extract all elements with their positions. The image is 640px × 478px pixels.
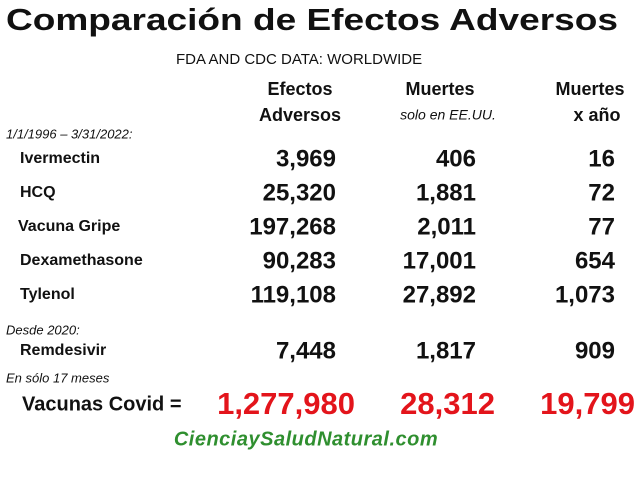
header: Muertes	[405, 79, 474, 99]
section-label: En sólo 17 meses	[6, 370, 110, 385]
header: Adversos	[259, 105, 341, 125]
cell-value: 2,011	[417, 213, 476, 240]
row-name: HCQ	[20, 184, 56, 201]
cell-value: 17,001	[403, 247, 476, 274]
cell-value: 16	[588, 145, 615, 172]
cell-value: 654	[575, 247, 616, 274]
row-name: Tylenol	[20, 286, 75, 303]
cell-value: 1,881	[416, 179, 476, 206]
cell-value: 72	[588, 179, 615, 206]
cell-value: 406	[436, 145, 476, 172]
cell-value: 19,799	[540, 386, 635, 421]
header: Muertes	[555, 79, 624, 99]
cell-value: 197,268	[249, 213, 336, 240]
cell-value: 7,448	[276, 337, 336, 364]
cell-value: 1,073	[555, 281, 615, 308]
row-name: Ivermectin	[20, 150, 100, 167]
title: Comparación de Efectos Adversos	[6, 2, 618, 37]
section-label: 1/1/1996 – 3/31/2022:	[6, 126, 133, 141]
row-name: Remdesivir	[20, 342, 106, 359]
cell-value: 25,320	[263, 179, 336, 206]
cell-value: 77	[588, 213, 615, 240]
header: Efectos	[267, 79, 332, 99]
footer: CienciaySaludNatural.com	[174, 428, 438, 450]
header: solo en EE.UU.	[400, 107, 496, 123]
cell-value: 909	[575, 337, 615, 364]
row-name: Vacunas Covid =	[22, 393, 182, 415]
row-name: Dexamethasone	[20, 252, 143, 269]
subtitle: FDA AND CDC DATA: WORLDWIDE	[176, 51, 422, 68]
cell-value: 3,969	[276, 145, 336, 172]
section-label: Desde 2020:	[6, 322, 80, 337]
header: x año	[573, 105, 620, 125]
cell-value: 1,817	[416, 337, 476, 364]
cell-value: 1,277,980	[217, 386, 355, 421]
cell-value: 90,283	[263, 247, 336, 274]
cell-value: 119,108	[251, 281, 336, 308]
row-name: Vacuna Gripe	[18, 218, 120, 235]
cell-value: 27,892	[403, 281, 476, 308]
cell-value: 28,312	[400, 386, 495, 421]
